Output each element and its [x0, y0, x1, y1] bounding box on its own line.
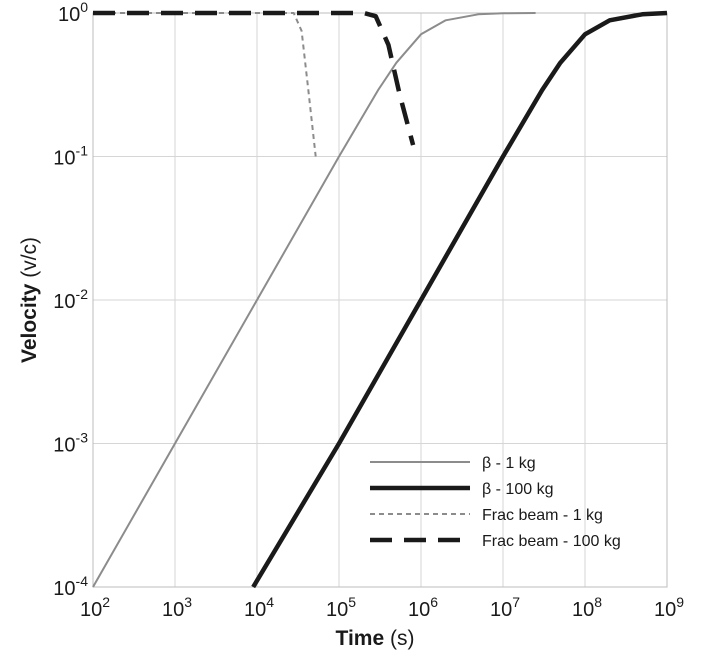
legend-label-1: β - 100 kg [482, 481, 553, 498]
x-tick-label-5: 107 [490, 594, 520, 621]
x-tick-label-4-exponent: 6 [430, 594, 438, 610]
legend-label-3: Frac beam - 100 kg [482, 533, 621, 550]
series-line-2 [93, 12, 317, 157]
x-tick-label-1: 103 [162, 594, 192, 621]
x-tick-label-6-base: 10 [572, 599, 594, 621]
y-tick-label-0: 100 [58, 0, 88, 26]
x-tick-label-7: 109 [654, 594, 684, 621]
plot-frame [92, 12, 668, 588]
series-line-3 [93, 10, 416, 146]
y-tick-label-3: 10-3 [53, 430, 88, 457]
x-tick-label-4-base: 10 [408, 599, 430, 621]
y-tick-label-2-base: 10 [53, 291, 75, 313]
x-tick-label-3-base: 10 [326, 599, 348, 621]
y-tick-label-1-base: 10 [53, 148, 75, 170]
x-tick-label-3: 105 [326, 594, 356, 621]
y-tick-label-3-base: 10 [53, 435, 75, 457]
x-axis-title: Time (s) [336, 627, 415, 650]
legend-label-0: β - 1 kg [482, 455, 536, 472]
legend: β - 1 kg β - 100 kg Frac beam - 1 kg Frac b… [370, 455, 621, 550]
x-tick-label-1-exponent: 3 [184, 594, 192, 610]
series-line-0 [92, 12, 536, 588]
y-axis-title-bold: Velocity [18, 283, 41, 363]
x-axis-title-unit: (s) [390, 627, 415, 650]
y-axis-title-unit: (v/c) [18, 237, 41, 278]
x-tick-label-0-base: 10 [80, 599, 102, 621]
y-tick-label-1-exponent: -1 [76, 143, 89, 159]
x-tick-label-3-exponent: 5 [348, 594, 356, 610]
x-tick-label-5-base: 10 [490, 599, 512, 621]
x-tick-label-5-exponent: 7 [512, 594, 520, 610]
y-tick-label-2: 10-2 [53, 286, 88, 313]
y-tick-label-4-exponent: -4 [76, 573, 89, 589]
x-tick-label-7-base: 10 [654, 599, 676, 621]
x-tick-label-2-base: 10 [244, 599, 266, 621]
x-tick-label-1-base: 10 [162, 599, 184, 621]
x-tick-label-2: 104 [244, 594, 274, 621]
x-tick-label-2-exponent: 4 [266, 594, 274, 610]
y-axis-title: Velocity (v/c) [18, 237, 41, 363]
y-tick-label-0-exponent: 0 [80, 0, 88, 15]
series-layer [92, 10, 668, 589]
x-tick-label-0: 102 [80, 594, 110, 621]
y-tick-label-4: 10-4 [53, 573, 88, 600]
x-tick-label-7-exponent: 9 [676, 594, 684, 610]
x-tick-label-4: 106 [408, 594, 438, 621]
x-axis-title-bold: Time [336, 627, 385, 650]
y-tick-label-3-exponent: -3 [76, 430, 89, 446]
x-tick-label-0-exponent: 2 [102, 594, 110, 610]
x-tick-label-6: 108 [572, 594, 602, 621]
y-tick-label-1: 10-1 [53, 143, 88, 170]
y-tick-label-0-base: 10 [58, 4, 80, 26]
y-tick-label-2-exponent: -2 [76, 286, 89, 302]
grid [92, 12, 668, 588]
x-tick-label-6-exponent: 8 [594, 594, 602, 610]
y-tick-label-4-base: 10 [53, 578, 75, 600]
legend-label-2: Frac beam - 1 kg [482, 507, 603, 524]
series-line-1 [251, 10, 668, 589]
tick-labels: 102 103 104 105 106 107 108 10910010-110-210-31… [53, 0, 684, 621]
